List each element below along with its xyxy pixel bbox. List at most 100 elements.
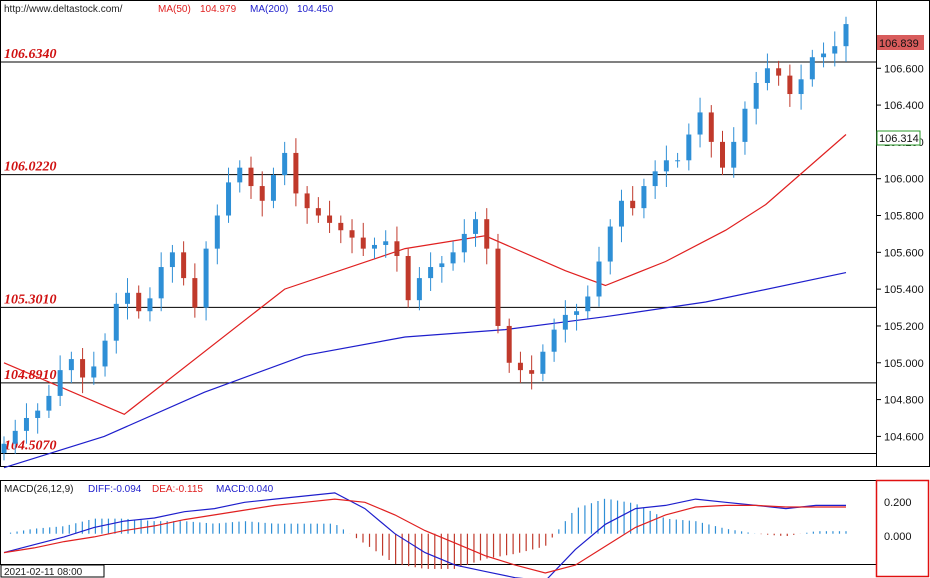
price-tick-label: 105.400: [884, 284, 924, 296]
candle-body: [585, 296, 591, 312]
macd-diff-line: [3, 492, 846, 578]
ma200-line: [3, 272, 847, 469]
macd-dea-value: DEA:-0.115: [152, 484, 203, 495]
level-label: 105.3010: [4, 292, 57, 307]
candle-body: [439, 263, 445, 268]
reference-price-tag-bg: [876, 130, 921, 146]
candle-body: [495, 248, 501, 326]
candle-body: [708, 112, 714, 142]
ma50-line: [3, 134, 847, 415]
candle-body: [506, 325, 512, 363]
level-label: 104.8910: [4, 368, 57, 383]
price-tick-label: 106.400: [884, 100, 924, 112]
ma50-value: 104.979: [200, 4, 237, 15]
footer-start-time: 2021-02-11 08:00: [4, 567, 83, 578]
candle-body: [248, 167, 254, 187]
candle-body: [113, 303, 119, 341]
footer-time-box: [0, 564, 105, 578]
main-plot-area: [0, 0, 877, 467]
candle-body: [46, 395, 52, 411]
level-label: 104.5070: [4, 439, 57, 454]
candles-layer: [1, 16, 849, 461]
reference-price-tag: 106.314: [879, 133, 919, 145]
candle-body: [80, 359, 86, 378]
candle-body: [304, 193, 310, 209]
candle-body: [338, 222, 344, 231]
candle-body: [618, 200, 624, 227]
candle-body: [293, 152, 299, 194]
candle-body: [1, 443, 7, 453]
source-url[interactable]: http://www.deltastock.com/: [4, 4, 123, 15]
candle-body: [641, 186, 647, 209]
candle-body: [203, 248, 209, 308]
macd-hist-value: MACD:0.040: [216, 484, 274, 495]
candle-body: [394, 241, 400, 257]
candle-body: [843, 24, 849, 47]
candle-body: [551, 329, 557, 352]
candle-body: [473, 219, 479, 234]
candle-body: [124, 292, 130, 304]
candle-body: [461, 233, 467, 253]
candle-body: [607, 226, 613, 262]
price-tick-label: 106.600: [884, 63, 924, 75]
candle-body: [832, 46, 838, 54]
candle-body: [23, 417, 29, 431]
candle-body: [663, 160, 669, 172]
macd-axis-area[interactable]: [875, 479, 930, 578]
candle-body: [742, 108, 748, 142]
price-axis-area: [876, 0, 930, 467]
candle-body: [776, 68, 782, 76]
price-tick-label: 104.800: [884, 395, 924, 407]
price-tick-label: 105.800: [884, 211, 924, 223]
price-tick-label: 105.600: [884, 247, 924, 259]
candle-body: [798, 79, 804, 95]
candle-body: [136, 292, 142, 312]
candle-body: [697, 112, 703, 135]
candle-body: [35, 410, 41, 418]
macd-layer: [3, 492, 847, 578]
candle-body: [405, 256, 411, 301]
current-price-tag: 106.839: [879, 38, 919, 50]
macd-label: MACD(26,12,9): [4, 484, 73, 495]
candle-body: [720, 141, 726, 168]
candle-body: [484, 219, 490, 249]
candle-body: [349, 230, 355, 238]
candle-body: [270, 175, 276, 201]
candle-body: [68, 359, 74, 371]
candle-body: [226, 182, 232, 216]
candle-body: [192, 278, 198, 308]
candle-body: [282, 152, 288, 176]
level-label: 106.0220: [4, 160, 57, 175]
ma200-label: MA(200): [250, 4, 288, 15]
candle-body: [259, 186, 265, 201]
candle-body: [12, 430, 18, 444]
candle-body: [371, 244, 377, 249]
level-label: 106.6340: [4, 47, 57, 62]
price-tick-label: 104.600: [884, 431, 924, 443]
candle-body: [169, 252, 175, 268]
levels-layer: 106.6340 106.0220 105.3010 104.8910 104.5070: [0, 47, 876, 455]
candle-body: [529, 370, 535, 374]
candle-body: [731, 141, 737, 168]
macd-tick-0: 0.200: [884, 497, 912, 509]
candle-body: [416, 278, 422, 301]
price-tick-label: 105.000: [884, 358, 924, 370]
candle-body: [540, 351, 546, 374]
candle-body: [652, 171, 658, 187]
candle-body: [237, 167, 243, 183]
candle-body: [315, 208, 321, 216]
candle-body: [383, 241, 389, 245]
price-axis-layer: 106.600106.400106.200106.000105.800105.6…: [876, 63, 924, 443]
candle-body: [686, 134, 692, 161]
ma50-label: MA(50): [158, 4, 191, 15]
ma200-value: 104.450: [297, 4, 334, 15]
candle-body: [57, 370, 63, 396]
candle-body: [630, 200, 636, 209]
candle-body: [91, 366, 97, 378]
macd-plot-area: [0, 480, 877, 565]
candle-body: [450, 252, 456, 264]
candle-body: [821, 53, 827, 58]
candle-body: [574, 311, 580, 315]
candle-body: [596, 261, 602, 297]
candle-body: [764, 68, 770, 83]
